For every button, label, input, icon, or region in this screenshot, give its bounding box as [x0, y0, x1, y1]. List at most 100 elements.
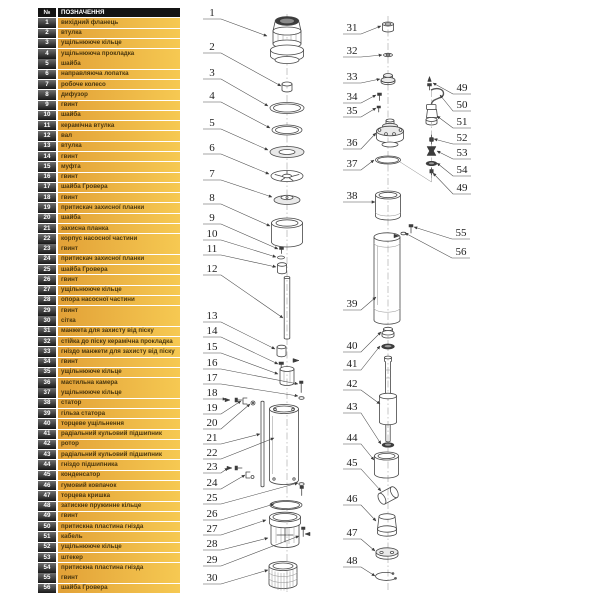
row-designation: статор [58, 398, 180, 409]
part-impeller-7 [273, 194, 301, 205]
callout-number: 5 [209, 117, 215, 129]
table-row: 8 дифузор [38, 90, 180, 100]
part-oring-52 [429, 134, 434, 145]
row-number: 29 [38, 306, 56, 316]
part-ceramic-bushing-11 [277, 262, 287, 275]
table-row: 32 стійка до піску керамічна прокладка [38, 337, 180, 347]
row-designation: затискне пружинне кільце [58, 501, 180, 511]
callout-number: 9 [209, 212, 215, 224]
row-designation: конденсатор [58, 470, 180, 481]
direction-arrow-icon [304, 531, 311, 537]
callout-number: 30 [207, 572, 219, 584]
callout-leader-line [343, 566, 376, 577]
callout-leader-line [203, 18, 268, 37]
row-designation: опора насосної частини [58, 295, 180, 306]
row-designation: дифузор [58, 90, 180, 100]
part-pump-casing-22 [269, 404, 299, 485]
callout-leader-line [203, 569, 269, 585]
callout-leader-line [203, 352, 279, 375]
callout-leader-line [404, 232, 470, 259]
table-row: 54 притискна пластина гнізда [38, 563, 180, 573]
callout-number: 26 [207, 508, 219, 520]
part-screw-29 [301, 526, 311, 537]
row-number: 2 [38, 28, 56, 38]
part-plate-54 [425, 160, 438, 167]
callout-leader-line [203, 467, 229, 474]
callout-number: 20 [207, 417, 219, 429]
callout-leader-line [436, 115, 471, 129]
row-designation: ущільнююче кільце [58, 367, 180, 378]
row-number: 54 [38, 563, 56, 573]
callout-leader-line [203, 474, 246, 490]
callout-leader-line [203, 368, 299, 385]
part-screw-23 [226, 465, 243, 471]
row-number: 14 [38, 151, 56, 162]
row-designation: шайба Гровера [58, 182, 180, 193]
row-number: 27 [38, 285, 56, 295]
table-header-num: № [38, 8, 56, 18]
callout-number: 11 [207, 243, 218, 255]
row-number: 22 [38, 234, 56, 244]
row-number: 25 [38, 265, 56, 275]
table-row: 49 гвинт [38, 511, 180, 522]
row-designation: гвинт [58, 193, 180, 203]
table-row: 20 шайба [38, 213, 180, 224]
row-number: 42 [38, 439, 56, 450]
row-designation: гвинт [58, 306, 180, 316]
callout-number: 52 [457, 132, 468, 144]
callout-number: 49 [457, 82, 469, 94]
callout-leader-line [203, 128, 269, 151]
row-designation: гвинт [58, 172, 180, 182]
callout-number: 1 [209, 7, 215, 19]
part-capacitor-45 [377, 486, 399, 505]
row-designation: гвинт [58, 511, 180, 522]
callout-leader-line [343, 107, 377, 118]
part-protective-strip-21 [260, 400, 265, 488]
table-row: 44 гніздо підшипника [38, 460, 180, 470]
callout-number: 23 [207, 461, 219, 473]
callout-number: 24 [207, 477, 219, 489]
callout-leader-line [436, 162, 471, 177]
table-row: 6 направляюча лопатка [38, 69, 180, 80]
callout-number: 46 [347, 493, 359, 505]
row-designation: гільза статора [58, 408, 180, 419]
table-row: 7 робоче колесо [38, 79, 180, 90]
callout-leader-line [203, 433, 261, 445]
callout-leader-line [203, 383, 299, 398]
part-cuff-31 [382, 21, 394, 33]
callout-number: 36 [347, 137, 359, 149]
callout-leader-line [203, 179, 273, 198]
callout-number: 37 [347, 158, 359, 170]
row-designation: торцева кришка [58, 491, 180, 501]
row-designation: гніздо манжети для захисту від піску [58, 347, 180, 357]
row-number: 16 [38, 172, 56, 182]
callout-number: 45 [347, 457, 359, 469]
row-number: 51 [38, 532, 56, 542]
table-header-row: № ПОЗНАЧЕННЯ [38, 8, 180, 18]
callout-number: 6 [209, 142, 215, 154]
callout-number: 19 [207, 402, 219, 414]
callout-leader-line [203, 223, 279, 250]
row-designation: направляюча лопатка [58, 69, 180, 80]
table-row: 52 ущільнююче кільце [38, 542, 180, 553]
part-screw-49a [427, 75, 432, 91]
row-designation: штекер [58, 552, 180, 563]
callout-leader-line [203, 203, 271, 227]
callout-leader-line [343, 331, 382, 353]
row-number: 5 [38, 59, 56, 69]
callout-leader-line [343, 53, 383, 58]
row-designation: сітка [58, 316, 180, 326]
part-oil-chamber-36 [376, 118, 404, 148]
table-row: 9 гвинт [38, 100, 180, 110]
row-designation: муфта [58, 162, 180, 172]
row-number: 17 [38, 182, 56, 193]
callout-number: 32 [347, 45, 358, 57]
row-designation: вал [58, 131, 180, 141]
table-row: 18 гвинт [38, 193, 180, 203]
callout-number: 47 [347, 527, 359, 539]
callout-number: 8 [209, 192, 215, 204]
part-strainer-30 [268, 561, 298, 591]
table-row: 13 втулка [38, 141, 180, 152]
row-designation: гвинт [58, 573, 180, 583]
